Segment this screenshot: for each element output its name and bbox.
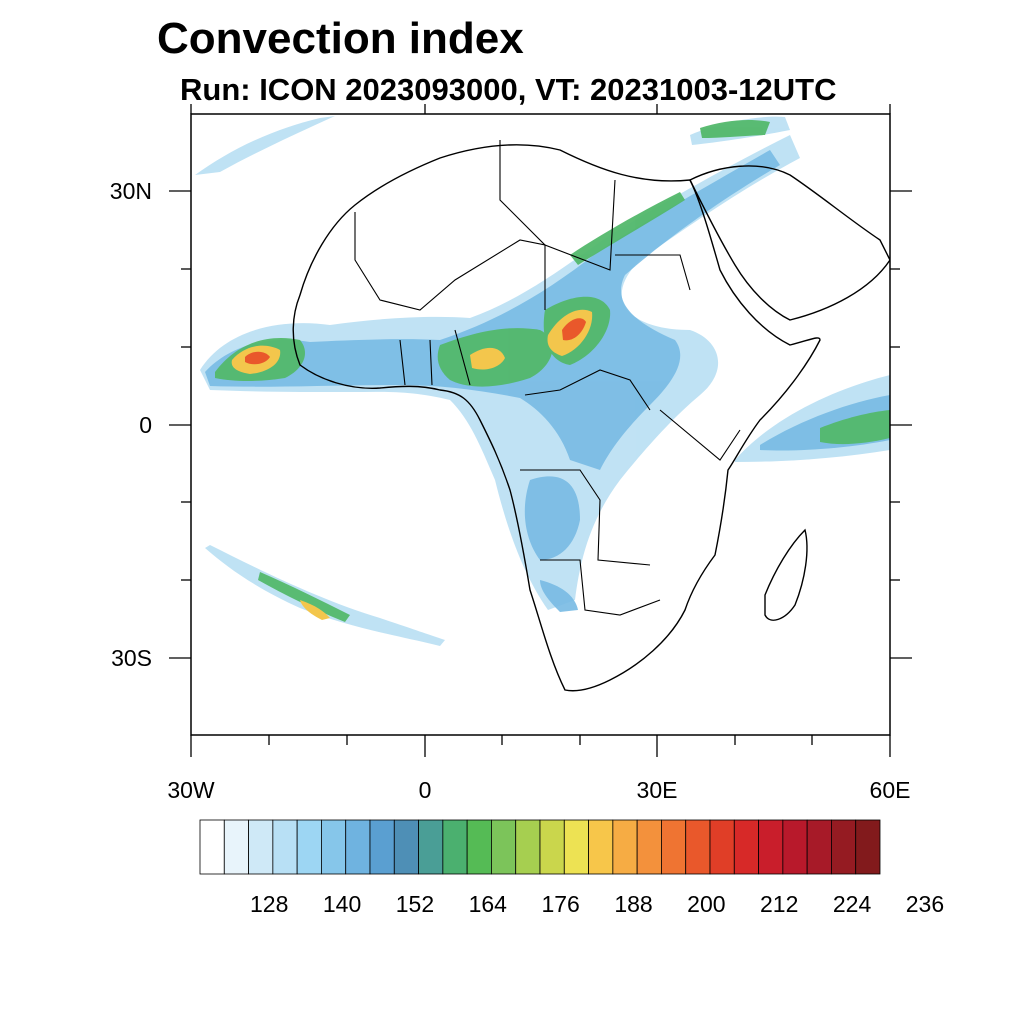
colorbar-tick-label: 176 bbox=[541, 891, 579, 917]
colorbar-box bbox=[831, 819, 857, 875]
colorbar-box bbox=[418, 819, 444, 875]
x-tick-label: 0 bbox=[419, 777, 432, 803]
colorbar-box bbox=[466, 819, 492, 875]
colorbar-tick-label: 188 bbox=[614, 891, 652, 917]
y-tick-label: 30S bbox=[111, 645, 152, 671]
colorbar-box bbox=[199, 819, 225, 875]
colorbar-box bbox=[612, 819, 638, 875]
colorbar-box bbox=[369, 819, 395, 875]
colorbar-box bbox=[515, 819, 541, 875]
convection-field bbox=[195, 116, 890, 646]
colorbar-box bbox=[539, 819, 565, 875]
colorbar-box bbox=[563, 819, 589, 875]
colorbar-box bbox=[661, 819, 687, 875]
colorbar-tick-label: 152 bbox=[396, 891, 434, 917]
colorbar-tick-label: 164 bbox=[469, 891, 508, 917]
colorbar-box bbox=[248, 819, 274, 875]
colorbar-box bbox=[442, 819, 468, 875]
colorbar-box bbox=[685, 819, 711, 875]
colorbar-box bbox=[296, 819, 322, 875]
colorbar-box bbox=[758, 819, 784, 875]
colorbar-box bbox=[393, 819, 419, 875]
colorbar-tick-label: 212 bbox=[760, 891, 798, 917]
coastlines bbox=[292, 144, 890, 692]
colorbar-box bbox=[491, 819, 517, 875]
colorbar-tick-label: 236 bbox=[906, 891, 944, 917]
colorbar-tick-label: 128 bbox=[250, 891, 288, 917]
y-tick-label: 0 bbox=[139, 412, 152, 438]
colorbar-tick-label: 224 bbox=[833, 891, 872, 917]
colorbar-box bbox=[345, 819, 371, 875]
colorbar-box bbox=[588, 819, 614, 875]
colorbar-tick-label: 140 bbox=[323, 891, 361, 917]
colorbar-tick-label: 200 bbox=[687, 891, 725, 917]
colorbar-box bbox=[855, 819, 881, 875]
x-tick-label: 60E bbox=[870, 777, 911, 803]
x-tick-label: 30W bbox=[167, 777, 215, 803]
y-tick-label: 30N bbox=[110, 178, 152, 204]
colorbar-box bbox=[709, 819, 735, 875]
axis-ticks bbox=[169, 104, 912, 757]
chart-title: Convection index bbox=[157, 14, 524, 63]
colorbar-box bbox=[223, 819, 249, 875]
colorbar-box bbox=[321, 819, 347, 875]
colorbar bbox=[199, 819, 881, 875]
colorbar-box bbox=[636, 819, 662, 875]
colorbar-box bbox=[733, 819, 759, 875]
x-tick-label: 30E bbox=[637, 777, 678, 803]
chart-subtitle: Run: ICON 2023093000, VT: 20231003-12UTC bbox=[180, 72, 837, 107]
colorbar-box bbox=[782, 819, 808, 875]
colorbar-box bbox=[806, 819, 832, 875]
colorbar-box bbox=[272, 819, 298, 875]
country-borders bbox=[354, 140, 741, 616]
colorbar-labels: 128 140 152 164 176 188 200 212 224 236 bbox=[250, 891, 944, 917]
